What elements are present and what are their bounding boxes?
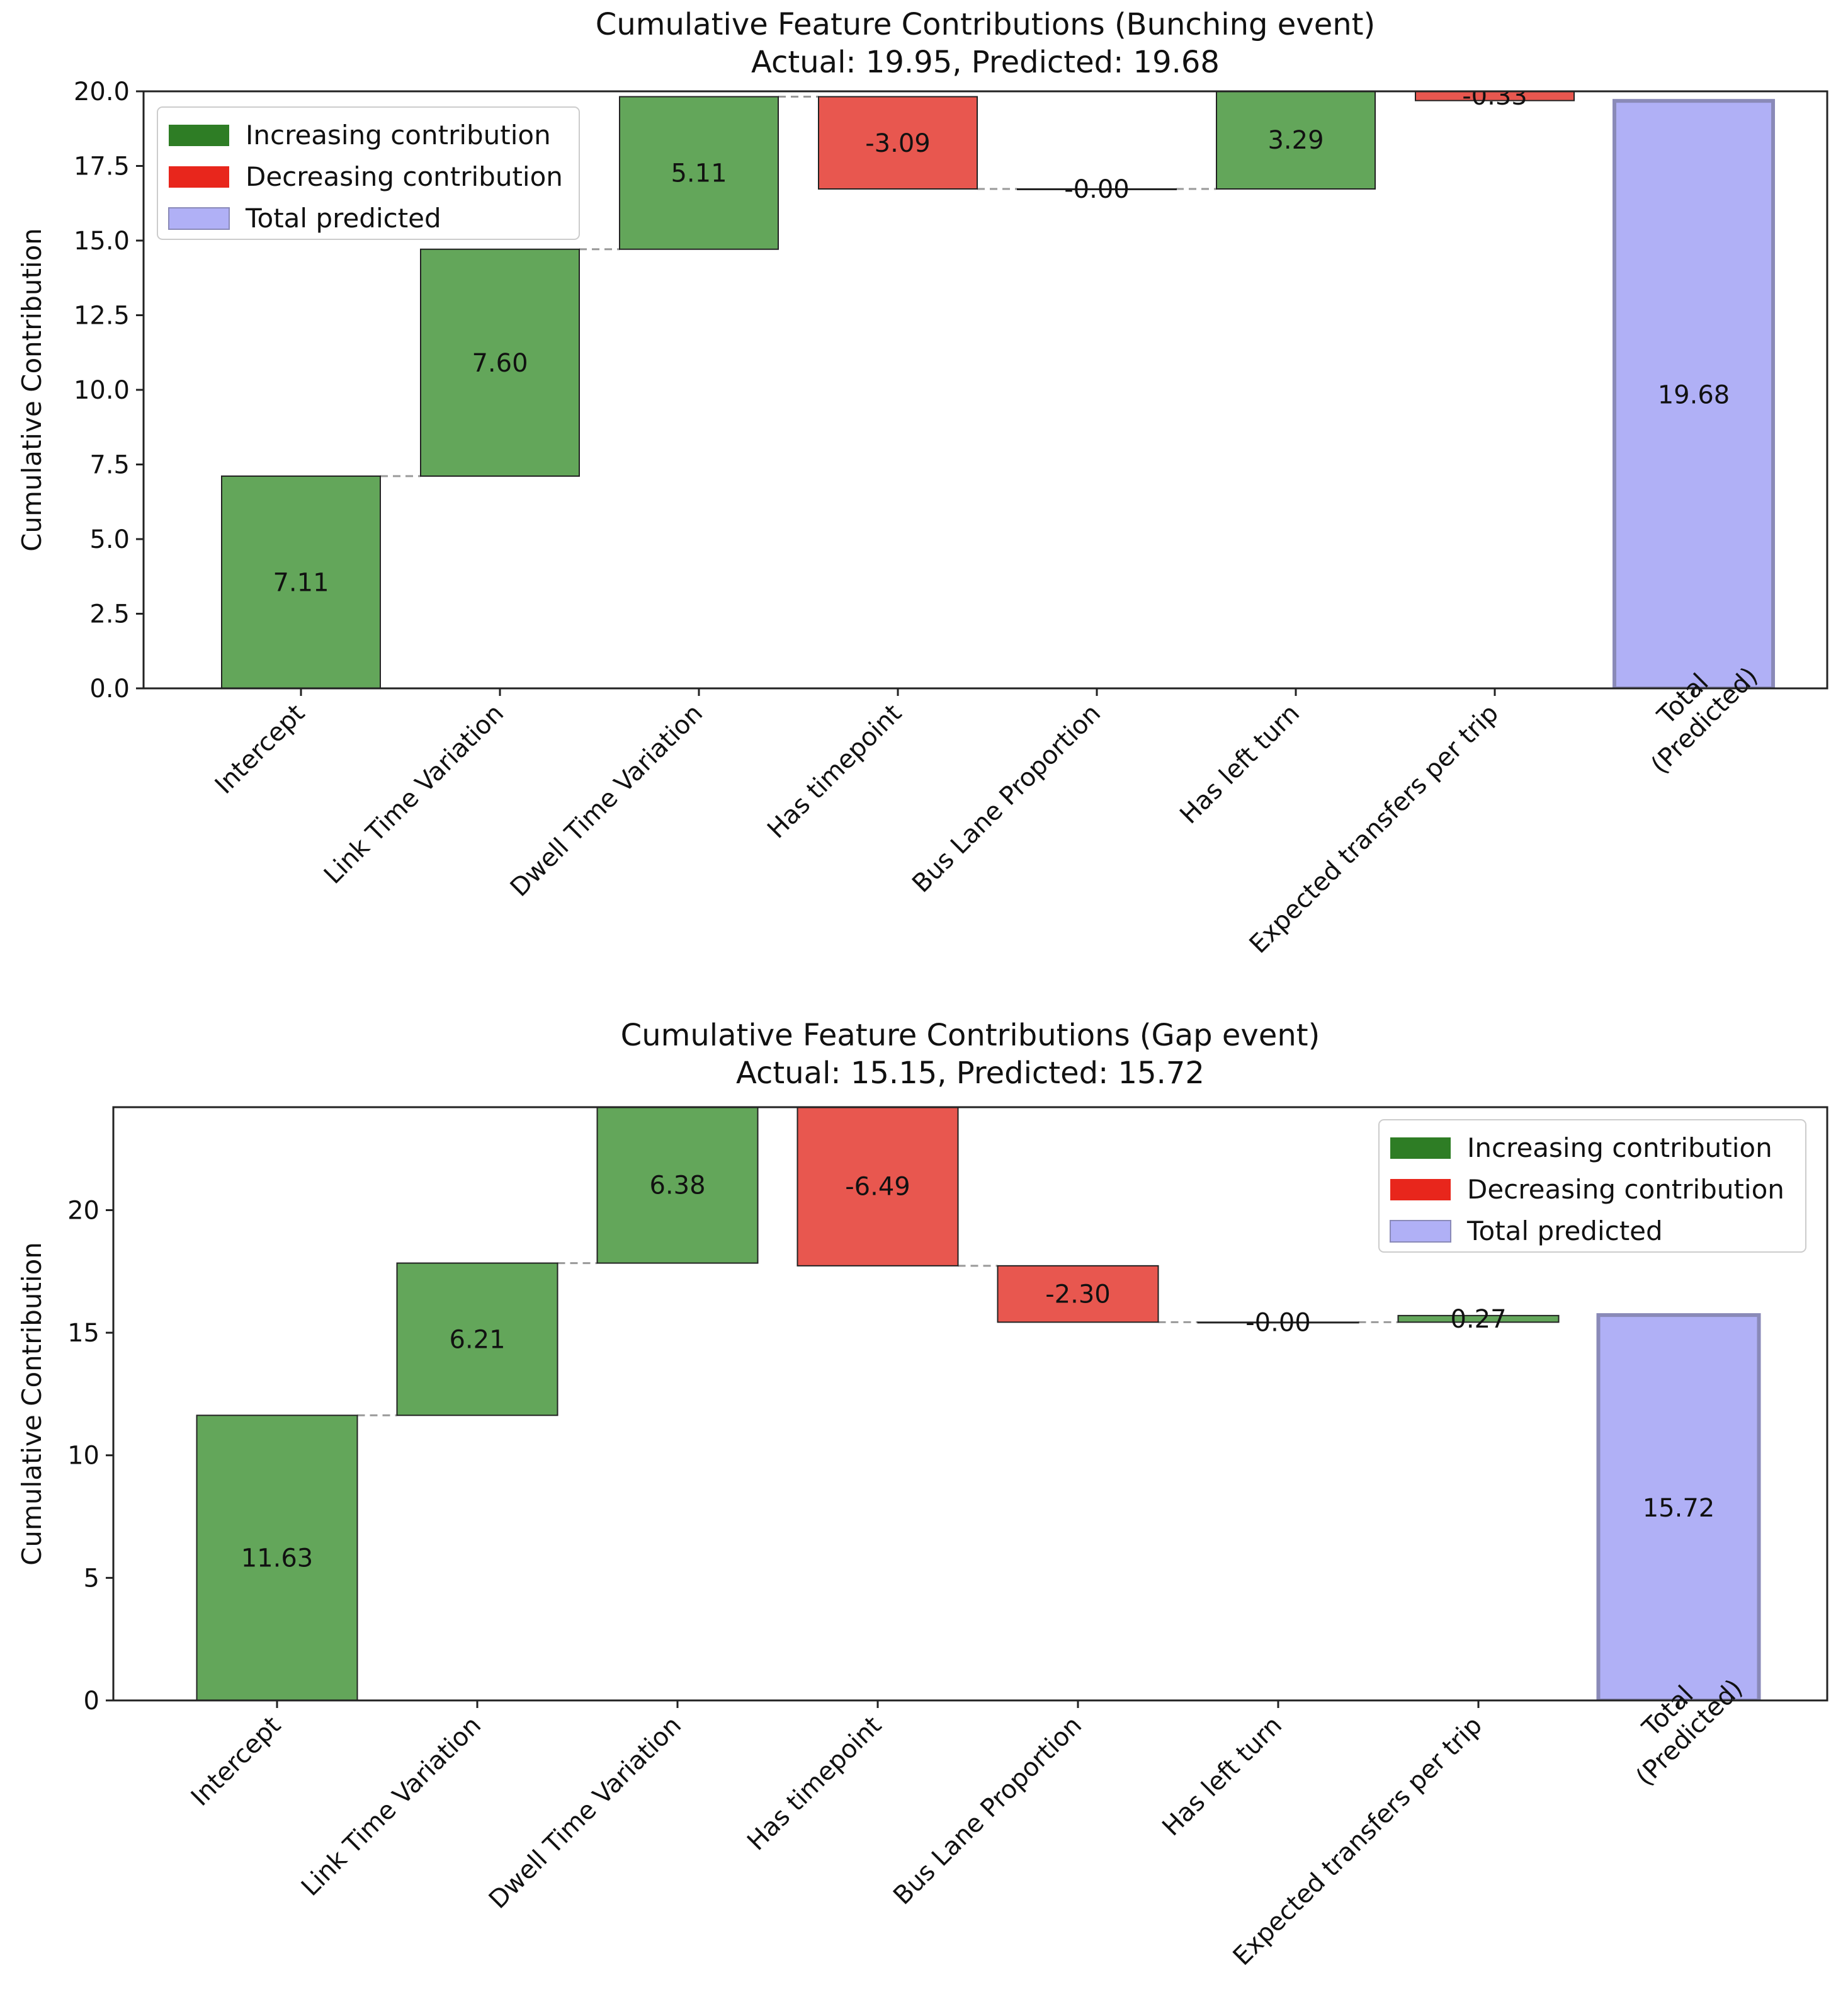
bar-intercept (221, 475, 381, 688)
legend-label: Increasing contribution (246, 120, 551, 151)
x-tick-label: Intercept (210, 699, 310, 800)
y-tick-label: 12.5 (74, 302, 130, 331)
legend-swatch (1390, 1179, 1451, 1200)
bar-value-label: -0.33 (1462, 82, 1528, 111)
bar-bus-lane-proportion (997, 1265, 1159, 1323)
bar-total-predicted (1613, 99, 1775, 688)
legend: Increasing contribution Decreasing contri… (157, 106, 580, 240)
chart-subtitle: Actual: 15.15, Predicted: 15.72 (736, 1056, 1205, 1091)
x-tick-label: Dwell Time Variation (484, 1711, 687, 1915)
bar-value-label: 11.63 (241, 1544, 314, 1573)
bar-value-label: -0.00 (1245, 1308, 1311, 1337)
y-tick-label: 5.0 (89, 525, 130, 554)
legend-swatch (169, 166, 229, 188)
legend-label: Increasing contribution (1467, 1132, 1772, 1163)
x-tick-label: Intercept (186, 1711, 286, 1812)
bar-expected-transfers-per-trip (1415, 91, 1575, 101)
bar-has-left-turn (1197, 1321, 1359, 1324)
bar-has-timepoint (818, 96, 978, 190)
bar-value-label: 6.21 (449, 1325, 505, 1354)
chart-1: Cumulative Feature Contributions (Bunchi… (16, 7, 1828, 959)
x-tick-label: Bus Lane Proportion (907, 699, 1106, 899)
bar-value-label: -3.09 (865, 129, 931, 158)
legend-label: Total predicted (245, 203, 441, 234)
y-tick-label: 2.5 (89, 600, 130, 629)
legend-label: Decreasing contribution (1467, 1174, 1784, 1205)
y-tick-label: 10 (67, 1442, 99, 1471)
bar-value-label: -2.30 (1045, 1280, 1111, 1309)
bar-has-timepoint (796, 1107, 959, 1267)
y-tick-label: 15 (67, 1319, 99, 1348)
bar-value-label: 7.11 (273, 568, 329, 597)
x-tick-label: Has timepoint (762, 699, 907, 845)
bar-expected-transfers-per-trip (1397, 1314, 1560, 1323)
bar-bus-lane-proportion (1017, 188, 1177, 190)
y-tick-label: 7.5 (89, 451, 130, 480)
bar-link-time-variation (420, 248, 580, 477)
chart-subtitle: Actual: 19.95, Predicted: 19.68 (751, 45, 1220, 80)
legend-label: Total predicted (1466, 1215, 1663, 1246)
bar-has-left-turn (1216, 91, 1376, 190)
bar-total-predicted (1596, 1313, 1761, 1700)
y-tick-label: 5 (84, 1564, 99, 1593)
y-axis-label: Cumulative Contribution (16, 1242, 47, 1566)
x-tick-label: Has left turn (1157, 1711, 1288, 1842)
chart-title: Cumulative Feature Contributions (Gap ev… (621, 1018, 1320, 1053)
bar-value-label: 3.29 (1267, 126, 1324, 155)
chart-title: Cumulative Feature Contributions (Bunchi… (596, 7, 1375, 42)
bar-value-label: 7.60 (472, 349, 528, 378)
x-tick-label: Has timepoint (742, 1711, 887, 1857)
x-tick-label: Dwell Time Variation (505, 699, 708, 902)
plot-area: 11.63 6.21 6.38 -6.49 -2.30 -0.00 0.27 15.72 (196, 1107, 1761, 1700)
y-tick-label: 0.0 (89, 675, 130, 703)
bar-value-label: -0.00 (1064, 175, 1130, 204)
chart-2: Cumulative Feature Contributions (Gap ev… (16, 1018, 1828, 1971)
legend-swatch (168, 207, 230, 230)
bar-link-time-variation (396, 1262, 558, 1416)
legend-swatch (169, 125, 229, 146)
legend-swatch (1390, 1137, 1451, 1159)
x-tick-label: Link Time Variation (296, 1711, 487, 1902)
x-tick-label: Link Time Variation (319, 699, 509, 890)
bar-value-label: 6.38 (649, 1171, 705, 1200)
legend-swatch (1390, 1220, 1451, 1243)
y-tick-label: 20 (67, 1196, 99, 1225)
legend-label: Decreasing contribution (246, 161, 563, 192)
bar-value-label: 15.72 (1643, 1494, 1715, 1523)
y-tick-label: 15.0 (74, 227, 130, 256)
y-axis-label: Cumulative Contribution (16, 228, 47, 552)
legend: Increasing contribution Decreasing contri… (1378, 1119, 1806, 1253)
x-tick-label: Has left turn (1174, 699, 1305, 830)
bar-value-label: 19.68 (1658, 381, 1730, 410)
y-tick-label: 20.0 (74, 77, 130, 106)
bar-dwell-time-variation (596, 1107, 759, 1264)
y-tick-label: 10.0 (74, 376, 130, 405)
bar-value-label: -6.49 (845, 1173, 910, 1202)
plot-area: 7.11 7.60 5.11 -3.09 -0.00 3.29 -0.33 19.68 (221, 82, 1775, 688)
bar-dwell-time-variation (619, 96, 779, 250)
y-tick-label: 0 (84, 1687, 99, 1716)
bar-value-label: 0.27 (1450, 1305, 1506, 1334)
bar-value-label: 5.11 (671, 159, 727, 188)
y-tick-label: 17.5 (74, 152, 130, 181)
x-tick-label: Bus Lane Proportion (888, 1711, 1087, 1911)
axes-frame (112, 1106, 1828, 1702)
